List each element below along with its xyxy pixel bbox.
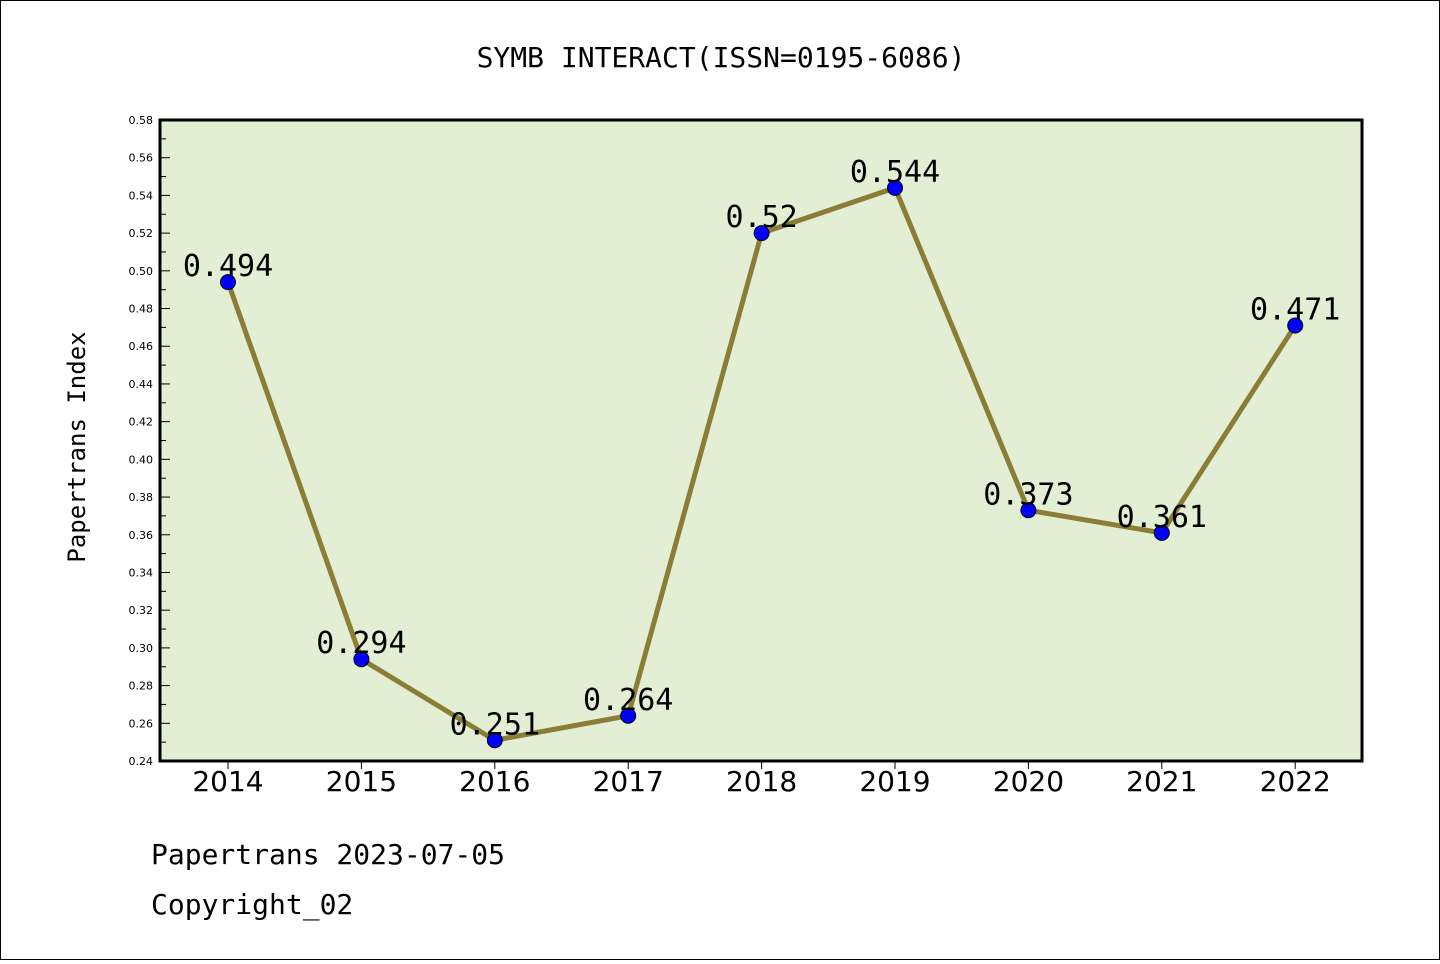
y-tick-label: 0.30 (129, 642, 154, 655)
data-point-2015 (353, 651, 370, 668)
y-tick-label: 0.36 (129, 529, 154, 542)
x-tick-label: 2021 (1126, 765, 1197, 798)
x-tick-label: 2014 (192, 765, 263, 798)
data-point-2019 (887, 179, 903, 196)
data-label-2018: 0.52 (725, 200, 797, 235)
series-markers (220, 179, 1304, 749)
chart-title: SYMB INTERACT(ISSN=0195-6086) (477, 41, 966, 74)
y-tick-label: 0.48 (129, 303, 154, 316)
data-label-2021: 0.361 (1117, 500, 1207, 535)
footer-copyright: Copyright_02 (151, 888, 353, 922)
x-tick-label: 2019 (859, 765, 930, 798)
y-tick-label: 0.46 (129, 340, 154, 353)
x-tick-label: 2016 (459, 765, 530, 798)
data-point-2014 (220, 274, 236, 291)
y-tick-label: 0.34 (129, 566, 154, 579)
x-tick-label: 2022 (1260, 765, 1331, 798)
x-axis-ticks: 2014 2015 2016 2017 2018 2019 2020 2021 2022 (192, 761, 1331, 798)
x-tick-label: 2020 (993, 765, 1064, 798)
y-tick-label: 0.32 (129, 604, 154, 617)
data-labels: 0.494 0.294 0.251 0.264 0.52 0.544 0.373 0.361 0… (183, 155, 1341, 742)
y-tick-label: 0.50 (129, 265, 154, 278)
data-point-2021 (1153, 524, 1170, 541)
y-tick-label: 0.24 (129, 755, 154, 768)
plot-border (158, 118, 1364, 763)
y-tick-label: 0.44 (129, 378, 154, 391)
data-label-2019: 0.544 (850, 155, 940, 190)
data-label-2022: 0.471 (1250, 292, 1340, 327)
x-tick-label: 2017 (593, 765, 664, 798)
data-label-2014: 0.494 (183, 249, 273, 284)
x-tick-label: 2015 (326, 765, 397, 798)
y-axis-label: Papertrans Index (63, 331, 91, 562)
data-point-2017 (620, 707, 637, 724)
x-tick-label: 2018 (726, 765, 797, 798)
y-tick-label: 0.38 (129, 491, 154, 504)
data-point-2022 (1287, 317, 1304, 334)
data-label-2017: 0.264 (583, 683, 673, 718)
y-tick-label: 0.40 (129, 453, 154, 466)
y-tick-label: 0.58 (129, 114, 154, 127)
data-label-2020: 0.373 (983, 477, 1073, 512)
y-tick-label: 0.42 (129, 416, 154, 429)
y-tick-label: 0.56 (129, 152, 154, 165)
data-point-2020 (1020, 502, 1037, 519)
data-label-2016: 0.251 (450, 707, 540, 742)
data-point-2016 (486, 732, 503, 749)
y-axis-ticks: 0.24 0.26 0.28 0.30 0.32 0.34 0.36 0.38 0.40 0.42… (129, 114, 170, 768)
y-tick-label: 0.28 (129, 680, 154, 693)
footer-date: Papertrans 2023-07-05 (151, 838, 505, 871)
data-point-2018 (753, 225, 770, 242)
y-tick-label: 0.26 (129, 717, 154, 730)
data-label-2015: 0.294 (316, 626, 406, 661)
y-tick-label: 0.54 (129, 189, 154, 202)
y-tick-label: 0.52 (129, 227, 154, 240)
